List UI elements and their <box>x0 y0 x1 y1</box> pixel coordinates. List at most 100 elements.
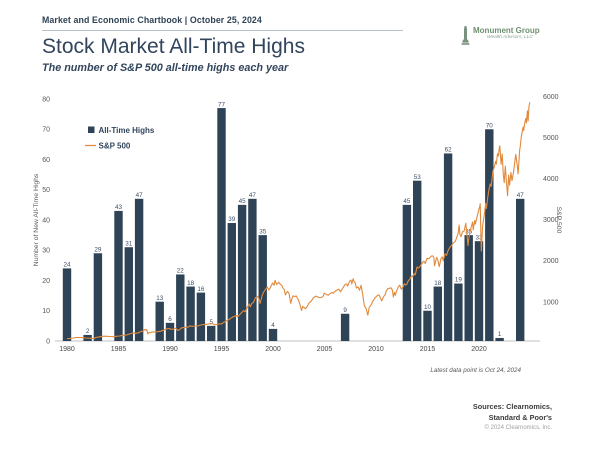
bar-label-2007: 9 <box>343 307 347 314</box>
x-axis-tick-1980: 1980 <box>59 346 75 353</box>
bar-1996 <box>227 223 236 341</box>
bar-label-1990: 6 <box>168 316 172 323</box>
logo-company-name: Monument Group <box>473 26 540 35</box>
sources-block: Sources: Clearnomics, Standard & Poor's … <box>473 402 552 433</box>
x-axis-tick-2010: 2010 <box>368 346 384 353</box>
bar-label-2017: 62 <box>445 147 453 154</box>
bar-label-1983: 29 <box>94 246 102 253</box>
bar-2018 <box>454 283 463 341</box>
bar-1997 <box>237 204 247 341</box>
bar-label-1993: 16 <box>197 286 205 293</box>
bar-2020 <box>474 241 484 341</box>
left-axis-tick-80: 80 <box>42 96 50 103</box>
bar-label-2016: 18 <box>434 280 442 287</box>
bar-1998 <box>248 198 257 341</box>
bar-label-2019: 35 <box>465 228 473 235</box>
bar-2019 <box>464 235 473 341</box>
left-axis-tick-10: 10 <box>42 308 50 315</box>
right-axis-tick-2000: 2000 <box>543 258 559 265</box>
x-axis-tick-2005: 2005 <box>317 346 333 353</box>
bar-label-2020: 33 <box>475 234 483 241</box>
bar-1990 <box>165 322 175 341</box>
x-axis-tick-2015: 2015 <box>420 346 436 353</box>
bar-2016 <box>433 286 442 341</box>
x-axis-tick-1995: 1995 <box>214 346 230 353</box>
bar-label-1998: 47 <box>249 192 257 199</box>
bar-2014 <box>413 180 422 341</box>
bar-label-1999: 35 <box>259 228 267 235</box>
bar-label-1991: 22 <box>177 268 185 275</box>
x-axis-tick-2020: 2020 <box>471 346 487 353</box>
bar-1995 <box>217 108 226 341</box>
legend-bar-swatch <box>88 126 95 133</box>
page-title: Stock Market All-Time Highs <box>42 35 305 58</box>
chartbook-kicker: Market and Economic Chartbook | October … <box>42 15 262 25</box>
left-axis-tick-50: 50 <box>42 187 50 194</box>
bar-2022 <box>495 337 504 341</box>
bar-label-1980: 24 <box>63 262 71 269</box>
bar-2007 <box>340 313 350 341</box>
bar-1983 <box>93 253 103 341</box>
bar-2000 <box>268 328 278 341</box>
bar-label-1986: 31 <box>125 240 133 247</box>
bar-1989 <box>155 301 164 341</box>
right-axis-tick-6000: 6000 <box>543 94 559 101</box>
bar-label-2014: 53 <box>414 174 422 181</box>
sp500-line <box>66 102 531 340</box>
chart-footnote: Latest data point is Oct 24, 2024 <box>430 367 521 374</box>
bar-1992 <box>186 286 195 341</box>
left-axis-tick-40: 40 <box>42 217 50 224</box>
legend-label-sp500: S&P 500 <box>99 142 131 151</box>
bar-label-1997: 45 <box>239 198 247 205</box>
bar-2021 <box>485 129 494 341</box>
bar-label-2022: 1 <box>498 331 502 338</box>
sources-line-1: Sources: Clearnomics, <box>472 402 552 411</box>
monument-obelisk-icon <box>461 26 470 45</box>
page-subtitle: The number of S&P 500 all-time highs eac… <box>42 62 289 74</box>
left-axis-tick-0: 0 <box>46 338 50 345</box>
right-axis-tick-5000: 5000 <box>543 135 559 142</box>
right-axis-tick-4000: 4000 <box>543 176 559 183</box>
bar-label-1992: 18 <box>187 280 195 287</box>
chart-canvas: 0 10 20 30 40 50 60 70 80 1000 2000 3000 4000 5000 600… <box>33 94 562 353</box>
bar-label-1989: 13 <box>156 295 164 302</box>
x-axis-tick-1990: 1990 <box>162 346 178 353</box>
bar-1986 <box>124 247 133 341</box>
logo-text: Monument Group Wealth Advisors, LLC <box>473 26 540 41</box>
left-axis-tick-70: 70 <box>42 127 50 134</box>
bar-label-1982: 2 <box>86 328 90 335</box>
left-axis-title: Number of New All-Time Highs <box>33 173 40 266</box>
bar-2015 <box>423 310 432 341</box>
bar-label-2021: 70 <box>486 122 494 129</box>
bar-1987 <box>134 198 144 341</box>
right-axis-tick-3000: 3000 <box>543 217 559 224</box>
bar-1993 <box>196 292 206 341</box>
right-axis-title: S&P 500 <box>555 207 562 234</box>
bar-2013 <box>402 204 412 341</box>
legend-label-all-time-highs: All-Time Highs <box>99 126 155 135</box>
bar-label-1995: 77 <box>218 101 226 108</box>
bar-1999 <box>258 235 267 341</box>
bar-label-2000: 4 <box>271 322 275 329</box>
bar-label-1994: 5 <box>209 319 213 326</box>
monument-group-logo: Monument Group Wealth Advisors, LLC <box>461 26 540 46</box>
bar-label-1996: 39 <box>228 216 236 223</box>
bar-label-2024: 47 <box>517 192 525 199</box>
left-axis-tick-60: 60 <box>42 157 50 164</box>
bar-label-1987: 47 <box>136 192 144 199</box>
bar-2017 <box>443 153 453 341</box>
x-axis-tick-1985: 1985 <box>111 346 127 353</box>
bar-1991 <box>176 274 185 341</box>
bar-1985 <box>114 210 123 341</box>
bar-2024 <box>516 198 525 341</box>
bar-label-1985: 43 <box>115 204 123 211</box>
left-axis-tick-20: 20 <box>42 278 50 285</box>
bar-1994 <box>207 325 216 341</box>
logo-company-subname: Wealth Advisors, LLC <box>487 35 533 40</box>
bar-label-2018: 19 <box>455 277 463 284</box>
right-axis-tick-1000: 1000 <box>543 299 559 306</box>
bar-label-2013: 45 <box>403 198 411 205</box>
bar-1980 <box>62 268 72 341</box>
copyright-line: © 2024 Clearnomics, Inc. <box>484 425 552 431</box>
